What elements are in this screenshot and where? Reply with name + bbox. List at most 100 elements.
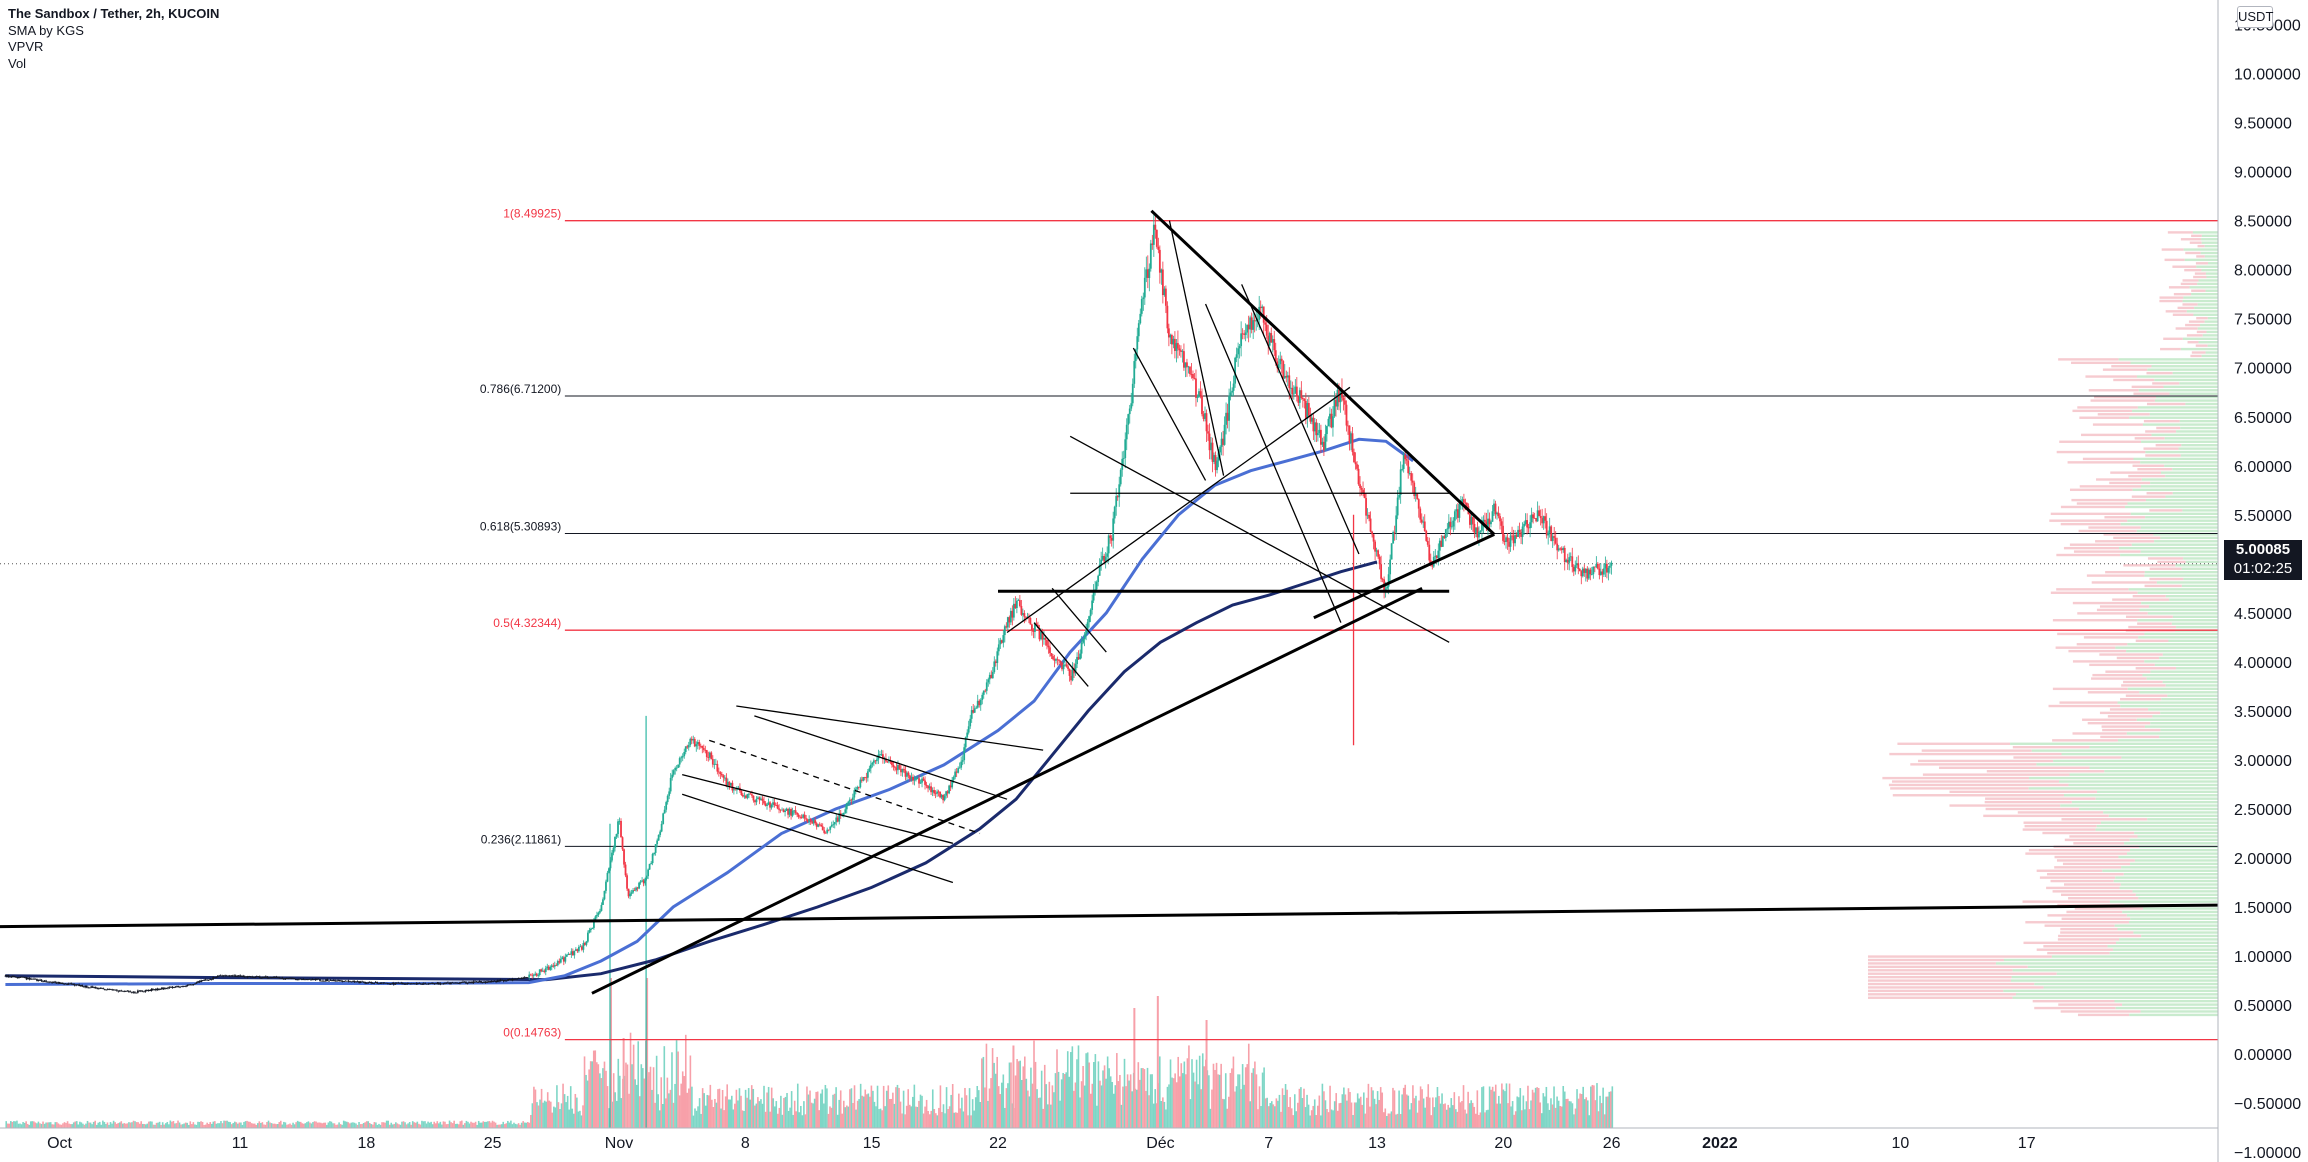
candle-body: [483, 981, 485, 983]
trendline[interactable]: [1168, 220, 1225, 476]
volume-bar: [577, 1111, 580, 1128]
trendline[interactable]: [1150, 209, 1496, 536]
candle-body: [480, 981, 482, 983]
volume-bar: [336, 1124, 339, 1128]
volume-bar: [632, 1044, 635, 1128]
volume-bar: [310, 1123, 313, 1128]
volume-bar: [347, 1122, 350, 1128]
candle-body: [1365, 498, 1367, 516]
candle-body: [579, 946, 582, 948]
volume-bar: [536, 1102, 538, 1128]
trendlines[interactable]: [0, 209, 2218, 995]
time-axis[interactable]: Oct 11 18 25 Nov 8 15 22 Déc 7 13 20 26 2022 10 17: [0, 1127, 2218, 1152]
trendline[interactable]: [1033, 622, 1089, 687]
volume-bar: [477, 1120, 480, 1128]
volume-bar: [862, 1096, 865, 1128]
candle-body: [1526, 520, 1529, 528]
vpvr-bar-down: [2187, 341, 2199, 344]
volume-bar: [471, 1122, 474, 1128]
candle-body: [946, 791, 949, 794]
trendline[interactable]: [1006, 386, 1351, 634]
volume-bar: [1289, 1097, 1291, 1128]
indicator-vpvr-label[interactable]: VPVR: [8, 39, 44, 54]
volume-bar: [1066, 1051, 1069, 1128]
candle-body: [1607, 567, 1610, 573]
currency-badge[interactable]: USDT: [2237, 6, 2273, 28]
candle-body: [939, 791, 942, 798]
vpvr-bar-up: [2129, 848, 2218, 852]
vpvr-bar-up: [2204, 244, 2218, 248]
volume-bar: [496, 1124, 498, 1128]
volume-bar: [457, 1124, 460, 1128]
trendline[interactable]: [709, 739, 981, 835]
candle-body: [1479, 530, 1482, 532]
trendline[interactable]: [1241, 284, 1360, 555]
trendline[interactable]: [1313, 533, 1495, 620]
price-tick-label: 2.50000: [2234, 802, 2292, 819]
trendline[interactable]: [681, 793, 954, 884]
candle-body: [1502, 525, 1504, 541]
candle-body: [171, 987, 174, 988]
volume-bar: [924, 1106, 926, 1128]
sma-lines[interactable]: [5, 437, 1414, 986]
candle-body: [316, 978, 318, 980]
candle-body: [165, 987, 168, 989]
trendline[interactable]: [1204, 303, 1342, 623]
sma-slow-line[interactable]: [5, 560, 1378, 982]
candle-body: [933, 790, 935, 794]
volume-bar: [1597, 1111, 1600, 1128]
volume-bar: [526, 1122, 529, 1128]
candle-body: [179, 986, 181, 988]
volume-bar: [1547, 1103, 1549, 1128]
trendline[interactable]: [754, 715, 1008, 800]
volume-bar: [1203, 1066, 1206, 1128]
volume-bar: [256, 1123, 259, 1128]
price-tick-label: 8.00000: [2234, 263, 2292, 280]
volume-bar: [689, 1055, 692, 1128]
volume-bar: [16, 1120, 18, 1128]
volume-bar: [447, 1123, 449, 1128]
price-tick-label: 9.00000: [2234, 165, 2292, 182]
volume-bar: [1577, 1098, 1580, 1128]
candle-body: [832, 824, 835, 826]
candle-body: [1103, 555, 1106, 562]
volume-bar: [191, 1124, 193, 1128]
volume-bar: [885, 1090, 888, 1128]
symbol-title[interactable]: The Sandbox / Tether, 2h, KUCOIN: [8, 6, 220, 21]
volume-bar: [178, 1122, 181, 1128]
trendline[interactable]: [736, 705, 1044, 751]
volume-bar: [356, 1124, 359, 1128]
volume-bar: [365, 1121, 368, 1128]
volume-bar: [1004, 1107, 1006, 1128]
trendline[interactable]: [1051, 587, 1107, 653]
candle-body: [609, 860, 612, 869]
candle-body: [1466, 503, 1468, 507]
vpvr-bar-down: [2195, 344, 2208, 347]
trendline[interactable]: [591, 587, 1423, 995]
trendline[interactable]: [0, 903, 2218, 929]
candle-body: [590, 928, 592, 931]
trendline[interactable]: [1132, 347, 1207, 481]
volume-bar: [140, 1121, 143, 1128]
indicator-sma-label[interactable]: SMA by KGS: [8, 22, 84, 38]
trendline[interactable]: [1069, 435, 1450, 643]
volume-bar: [1257, 1109, 1259, 1128]
volume-bar: [276, 1124, 279, 1128]
candle-body: [854, 788, 857, 791]
volume-bar: [987, 1100, 989, 1128]
volume-bar: [473, 1122, 475, 1128]
vpvr-bar-down: [2056, 588, 2129, 591]
price-tick-label: 2.00000: [2234, 851, 2292, 868]
candle-body: [906, 772, 908, 777]
vpvr-bar-down: [2062, 862, 2131, 866]
volume-bar: [145, 1124, 147, 1128]
volume-bar: [881, 1110, 883, 1128]
indicator-vol-label[interactable]: Vol: [8, 55, 27, 71]
candle-body: [254, 977, 257, 978]
volume-bar: [519, 1124, 521, 1128]
vpvr-bar-up: [2150, 670, 2218, 673]
sma-fast-line[interactable]: [5, 437, 1414, 986]
trendline[interactable]: [682, 774, 954, 844]
